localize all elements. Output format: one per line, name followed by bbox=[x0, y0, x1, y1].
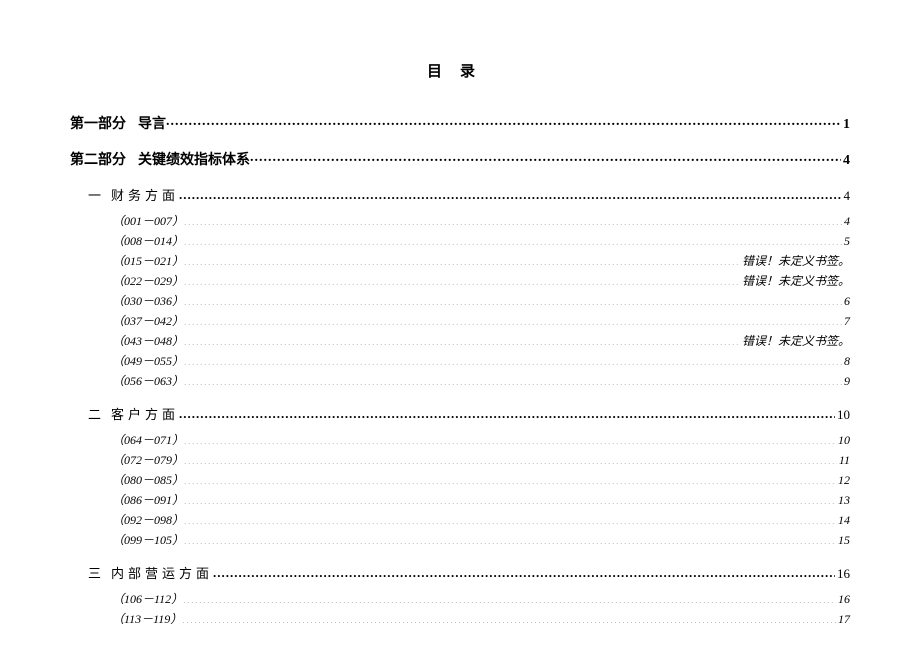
toc-entry: （099－105） 15 bbox=[112, 531, 850, 549]
toc-entry: （008－014） 5 bbox=[112, 232, 850, 250]
toc-leader-dots bbox=[184, 373, 842, 385]
toc-leader-dots bbox=[213, 565, 835, 578]
toc-entry: 三内部营运方面 16 bbox=[88, 563, 850, 582]
toc-leader-dots bbox=[179, 187, 841, 200]
toc-entry-page: 4 bbox=[842, 188, 851, 204]
toc-entry-page: 4 bbox=[842, 212, 850, 230]
toc-entry: （080－085） 12 bbox=[112, 471, 850, 489]
toc-entry-label: 二客户方面 bbox=[88, 404, 179, 423]
toc-entry: （037－042） 7 bbox=[112, 312, 850, 330]
toc-entry: （086－091） 13 bbox=[112, 491, 850, 509]
toc-entry: 二客户方面 10 bbox=[88, 404, 850, 423]
toc-leader-dots bbox=[184, 532, 836, 544]
toc-entry-label: 第二部分关键绩效指标体系 bbox=[70, 149, 250, 169]
toc-entry: （030－036） 6 bbox=[112, 292, 850, 310]
toc-entry: （106－112） 16 bbox=[112, 590, 850, 608]
toc-entry-page: 16 bbox=[835, 566, 850, 582]
toc-entry-page: 4 bbox=[841, 153, 850, 169]
toc-leader-dots bbox=[184, 353, 842, 365]
toc-entry-label: （022－029） bbox=[112, 272, 184, 290]
toc-entry-page: 13 bbox=[836, 491, 850, 509]
toc-entry-page: 12 bbox=[836, 471, 850, 489]
toc-leader-dots bbox=[184, 452, 837, 464]
toc-leader-dots bbox=[182, 611, 836, 623]
toc-entry-label: （056－063） bbox=[112, 372, 184, 390]
toc-leader-dots bbox=[184, 233, 842, 245]
toc-entry-label: （106－112） bbox=[112, 590, 183, 608]
toc-entry-page: 5 bbox=[842, 232, 850, 250]
toc-entry-page: 11 bbox=[837, 451, 850, 469]
toc-leader-dots bbox=[184, 512, 836, 524]
toc-entry: （022－029） 错误！未定义书签。 bbox=[112, 272, 850, 290]
toc-entry-page: 15 bbox=[836, 531, 850, 549]
toc-entry-label: （043－048） bbox=[112, 332, 184, 350]
toc-entry-label: （099－105） bbox=[112, 531, 184, 549]
toc-list: 第一部分导言 1 第二部分关键绩效指标体系 4 一财务方面 4 （001－007） 4 （008… bbox=[70, 113, 850, 628]
toc-entry: （092－098） 14 bbox=[112, 511, 850, 529]
toc-leader-dots bbox=[179, 406, 835, 419]
toc-entry: 第一部分导言 1 bbox=[70, 113, 850, 133]
toc-entry-page: 10 bbox=[836, 431, 850, 449]
toc-entry: 一财务方面 4 bbox=[88, 185, 850, 204]
toc-entry: （049－055） 8 bbox=[112, 352, 850, 370]
toc-entry-label: （086－091） bbox=[112, 491, 184, 509]
toc-leader-dots bbox=[166, 114, 841, 128]
toc-entry-page: 14 bbox=[836, 511, 850, 529]
toc-leader-dots bbox=[250, 150, 841, 164]
toc-entry-page: 6 bbox=[842, 292, 850, 310]
toc-entry: 第二部分关键绩效指标体系 4 bbox=[70, 149, 850, 169]
toc-leader-dots bbox=[183, 591, 836, 603]
toc-entry-label: （049－055） bbox=[112, 352, 184, 370]
toc-entry-label: （072－079） bbox=[112, 451, 184, 469]
toc-entry-page: 错误！未定义书签。 bbox=[740, 252, 850, 270]
toc-entry-label: （092－098） bbox=[112, 511, 184, 529]
toc-entry-page: 1 bbox=[841, 117, 850, 133]
toc-entry-page: 16 bbox=[836, 590, 850, 608]
toc-leader-dots bbox=[184, 293, 842, 305]
toc-entry-label: （001－007） bbox=[112, 212, 184, 230]
toc-leader-dots bbox=[184, 472, 836, 484]
toc-entry-label: （113－119） bbox=[112, 610, 182, 628]
toc-entry-page: 10 bbox=[835, 407, 850, 423]
toc-entry: （064－071） 10 bbox=[112, 431, 850, 449]
toc-entry: （113－119） 17 bbox=[112, 610, 850, 628]
toc-title: 目录 bbox=[70, 60, 850, 81]
toc-entry-page: 错误！未定义书签。 bbox=[740, 272, 850, 290]
toc-entry-label: （015－021） bbox=[112, 252, 184, 270]
toc-entry-label: （064－071） bbox=[112, 431, 184, 449]
toc-leader-dots bbox=[184, 333, 740, 345]
toc-entry-label: 第一部分导言 bbox=[70, 113, 166, 133]
toc-entry: （072－079） 11 bbox=[112, 451, 850, 469]
toc-entry-label: （030－036） bbox=[112, 292, 184, 310]
toc-leader-dots bbox=[184, 432, 836, 444]
toc-entry-label: 三内部营运方面 bbox=[88, 563, 213, 582]
toc-entry-label: （080－085） bbox=[112, 471, 184, 489]
toc-entry-label: 一财务方面 bbox=[88, 185, 179, 204]
toc-entry-page: 错误！未定义书签。 bbox=[740, 332, 850, 350]
toc-entry-label: （037－042） bbox=[112, 312, 184, 330]
toc-entry-page: 7 bbox=[842, 312, 850, 330]
toc-leader-dots bbox=[184, 273, 740, 285]
toc-entry: （056－063） 9 bbox=[112, 372, 850, 390]
toc-entry: （043－048） 错误！未定义书签。 bbox=[112, 332, 850, 350]
toc-entry: （001－007） 4 bbox=[112, 212, 850, 230]
toc-entry-label: （008－014） bbox=[112, 232, 184, 250]
toc-leader-dots bbox=[184, 313, 842, 325]
toc-entry-page: 9 bbox=[842, 372, 850, 390]
toc-entry-page: 17 bbox=[836, 610, 850, 628]
toc-leader-dots bbox=[184, 492, 836, 504]
toc-entry: （015－021） 错误！未定义书签。 bbox=[112, 252, 850, 270]
toc-leader-dots bbox=[184, 213, 842, 225]
toc-leader-dots bbox=[184, 253, 740, 265]
toc-entry-page: 8 bbox=[842, 352, 850, 370]
